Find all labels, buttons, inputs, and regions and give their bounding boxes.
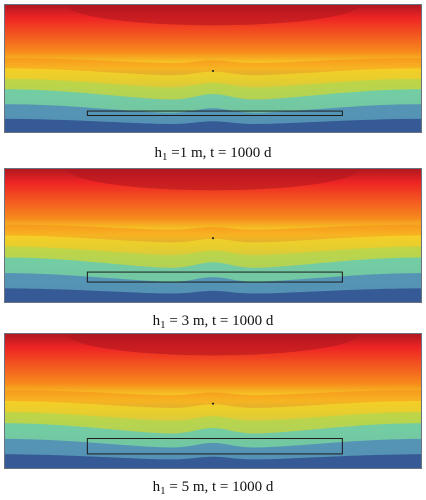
contour-plot-h1-1m xyxy=(4,4,422,133)
hot-zone xyxy=(67,334,359,356)
probe-point xyxy=(211,402,215,405)
field-svg xyxy=(5,169,421,302)
caption-h1-3m: h1 = 3 m, t = 1000 d xyxy=(152,313,274,331)
field-svg xyxy=(5,5,421,132)
contour-plot-h1-3m xyxy=(4,168,422,303)
caption-h1-5m: h1 = 5 m, t = 1000 d xyxy=(152,479,274,497)
isotherm-band xyxy=(5,288,421,302)
isotherm-band xyxy=(5,454,421,468)
probe-point xyxy=(211,69,215,73)
buried-pipe-box xyxy=(86,271,343,283)
caption-h1-1m: h1 =1 m, t = 1000 d xyxy=(154,145,272,163)
contour-plot-h1-5m xyxy=(4,333,422,469)
field-svg xyxy=(5,334,421,468)
probe-point xyxy=(211,237,215,240)
buried-pipe-box xyxy=(86,438,343,455)
hot-zone xyxy=(67,169,359,191)
hot-zone xyxy=(67,5,359,26)
isotherm-band xyxy=(5,118,421,132)
buried-pipe-box xyxy=(86,110,343,116)
